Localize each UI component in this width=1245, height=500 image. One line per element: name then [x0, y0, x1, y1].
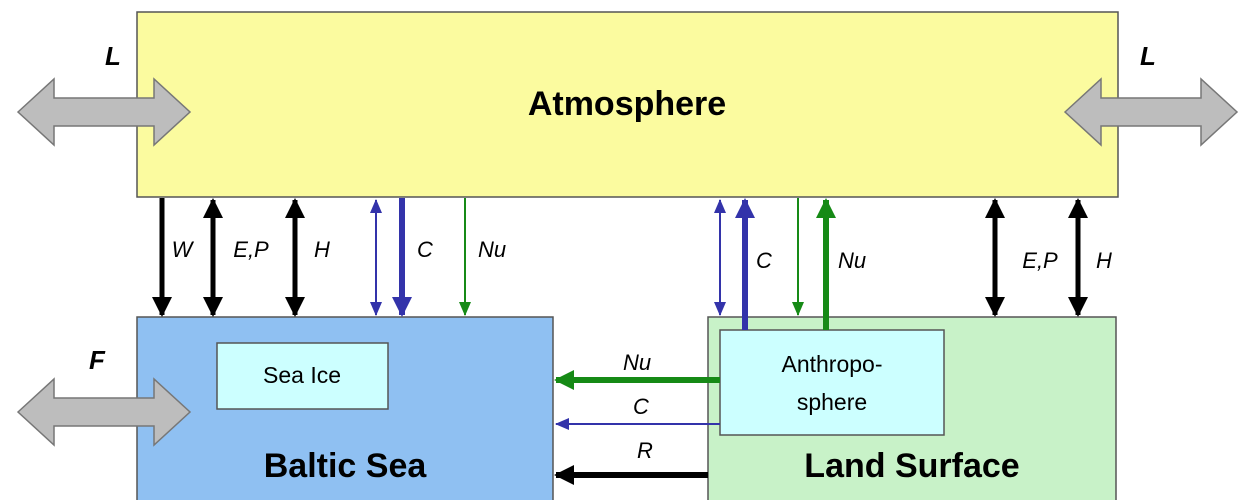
exchange-label: L: [1140, 41, 1156, 71]
exchange-label: L: [105, 41, 121, 71]
flux-label: E,P: [1022, 248, 1058, 273]
flux-label: R: [637, 438, 653, 463]
flux-label: C: [417, 237, 433, 262]
atmosphere-box: [136, 11, 1119, 198]
flux-label: H: [1096, 248, 1112, 273]
flux-label: E,P: [233, 237, 269, 262]
exchange-arrow: [1064, 78, 1238, 146]
flux-label: H: [314, 237, 330, 262]
box-label: sphere: [797, 389, 867, 415]
flux-label: Nu: [478, 237, 506, 262]
box-title: Baltic Sea: [264, 447, 428, 485]
exchange-label: F: [89, 345, 106, 375]
exchange-arrow: [17, 378, 191, 446]
anthroposphere-box: [719, 329, 945, 436]
exchange-arrow: [17, 78, 191, 146]
flux-label: C: [756, 248, 772, 273]
sea-ice-box: [216, 342, 389, 410]
flux-label: Nu: [623, 350, 651, 375]
box-title: Atmosphere: [528, 85, 726, 123]
flux-label: C: [633, 394, 649, 419]
flux-label: W: [172, 237, 195, 262]
box-label: Sea Ice: [263, 362, 341, 388]
box-title: Land Surface: [804, 447, 1019, 485]
box-label: Anthropo-: [781, 351, 882, 377]
flux-label: Nu: [838, 248, 866, 273]
